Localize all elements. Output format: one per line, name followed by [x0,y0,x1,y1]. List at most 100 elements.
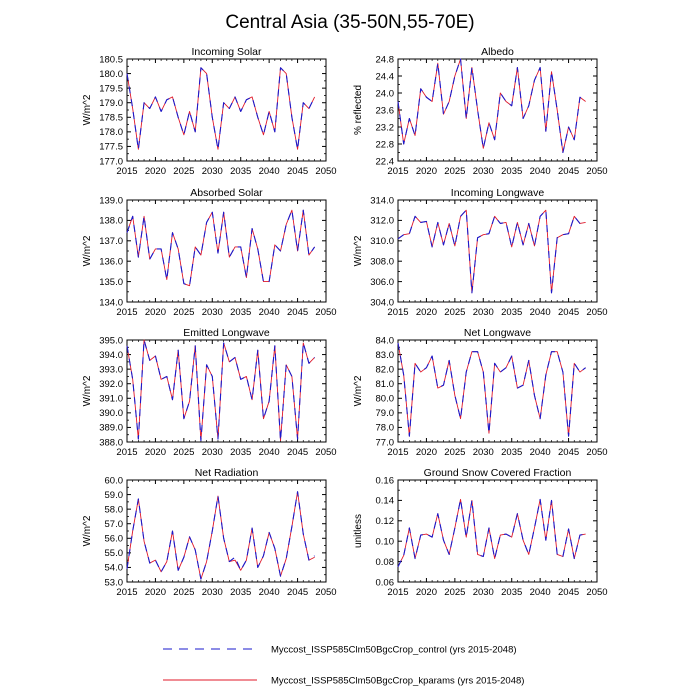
x-tick-label: 2040 [530,447,551,458]
x-tick-label: 2045 [287,447,308,458]
x-tick-label: 2050 [315,166,336,177]
series-line-kparams [397,209,586,294]
panel-title: Net Longwave [464,327,531,339]
series-line-kparams [397,342,586,437]
y-axis-label: W/m^2 [82,94,93,125]
series-line-kparams [397,498,586,567]
x-tick-label: 2030 [202,587,223,598]
y-tick-label: 54.0 [105,563,124,574]
x-tick-label: 2035 [501,166,522,177]
x-tick-label: 2035 [230,587,251,598]
x-tick-label: 2025 [444,447,465,458]
x-tick-label: 2025 [173,307,194,318]
panel-title: Incoming Longwave [451,187,545,199]
panel-title: Incoming Solar [191,46,262,58]
panel-ground-snow-covered-fraction: Ground Snow Covered Fraction 0.06 0.08 0.10… [353,467,608,598]
panel-albedo: Albedo 22.4 22.8 23.2 23.6 24.0 24.4 24.8 2015 20… [353,46,608,177]
x-tick-label: 2015 [116,307,137,318]
x-tick-label: 2045 [558,166,579,177]
y-tick-label: 392.0 [99,379,123,390]
y-tick-label: 0.16 [376,475,395,486]
series-line-kparams [126,339,315,441]
x-tick-label: 2045 [287,587,308,598]
y-tick-label: 314.0 [370,195,394,206]
x-tick-label: 2025 [444,166,465,177]
x-tick-label: 2015 [387,447,408,458]
plot-frame [397,199,598,303]
figure-title: Central Asia (35-50N,55-70E) [225,12,474,33]
x-tick-label: 2050 [586,307,607,318]
panel-incoming-longwave: Incoming Longwave 304.0 306.0 308.0 310.0 312… [353,187,608,318]
plot-frame [126,479,327,583]
y-tick-label: 390.0 [99,408,123,419]
x-tick-label: 2035 [230,166,251,177]
panel-title: Albedo [481,46,514,58]
series-line-control [397,58,586,154]
plot-frame [126,58,327,162]
y-tick-label: 310.0 [370,236,394,247]
x-tick-label: 2040 [259,166,280,177]
series-line-control [126,67,316,150]
panel-incoming-solar: Incoming Solar 177.0 177.5 178.0 178.5 179.0 1… [82,46,337,177]
y-tick-label: 83.0 [376,350,395,361]
x-tick-label: 2040 [530,587,551,598]
y-tick-label: 135.0 [99,277,123,288]
x-tick-label: 2020 [416,587,437,598]
x-tick-label: 2040 [259,447,280,458]
plot-frame [126,199,327,303]
y-tick-label: 180.5 [99,54,123,65]
x-tick-label: 2040 [259,307,280,318]
y-tick-label: 82.0 [376,364,395,375]
x-tick-label: 2050 [586,166,607,177]
y-tick-label: 177.0 [99,156,123,167]
legend: Myccost_ISSP585Clm50BgcCrop_control (yrs… [163,645,524,687]
y-tick-label: 394.0 [99,350,123,361]
y-tick-label: 136.0 [99,257,123,268]
x-tick-label: 2015 [387,587,408,598]
y-tick-label: 24.4 [376,71,395,82]
panel-emitted-longwave: Emitted Longwave 388.0 389.0 390.0 391.0 392.… [82,327,337,458]
y-tick-label: 137.0 [99,236,123,247]
legend-label: Myccost_ISSP585Clm50BgcCrop_control (yrs… [271,645,517,656]
y-tick-label: 23.2 [376,122,395,133]
x-tick-label: 2015 [116,587,137,598]
y-tick-label: 59.0 [105,490,124,501]
y-tick-label: 179.0 [99,98,123,109]
legend-label: Myccost_ISSP585Clm50BgcCrop_kparams (yrs… [271,676,524,687]
x-tick-label: 2030 [202,307,223,318]
y-axis-label: W/m^2 [353,375,364,406]
x-tick-label: 2025 [173,587,194,598]
x-tick-label: 2020 [145,447,166,458]
y-axis-label: W/m^2 [82,515,93,546]
panel-title: Net Radiation [195,467,259,479]
x-tick-label: 2015 [387,166,408,177]
x-tick-label: 2045 [287,166,308,177]
x-tick-label: 2015 [387,307,408,318]
series-line-control [126,491,315,580]
x-tick-label: 2050 [315,587,336,598]
x-tick-label: 2030 [202,166,223,177]
x-tick-label: 2040 [530,166,551,177]
y-axis-label: W/m^2 [82,375,93,406]
x-tick-label: 2030 [473,166,494,177]
y-tick-label: 391.0 [99,394,123,405]
series-line-control [397,209,586,294]
y-axis-label: W/m^2 [82,235,93,266]
y-tick-label: 0.08 [376,557,395,568]
y-tick-label: 24.8 [376,54,395,65]
y-tick-label: 180.0 [99,69,123,80]
series-line-kparams [397,58,586,153]
x-tick-label: 2030 [473,587,494,598]
y-tick-label: 78.0 [376,423,395,434]
x-tick-label: 2025 [173,447,194,458]
series-line-kparams [126,209,315,287]
x-tick-label: 2035 [501,307,522,318]
legend-entry-kparams: Myccost_ISSP585Clm50BgcCrop_kparams (yrs… [163,676,524,687]
y-tick-label: 55.0 [105,548,124,559]
x-tick-label: 2020 [416,447,437,458]
y-tick-label: 178.5 [99,113,123,124]
y-tick-label: 0.14 [376,496,395,507]
y-tick-label: 77.0 [376,437,395,448]
x-tick-label: 2035 [230,447,251,458]
